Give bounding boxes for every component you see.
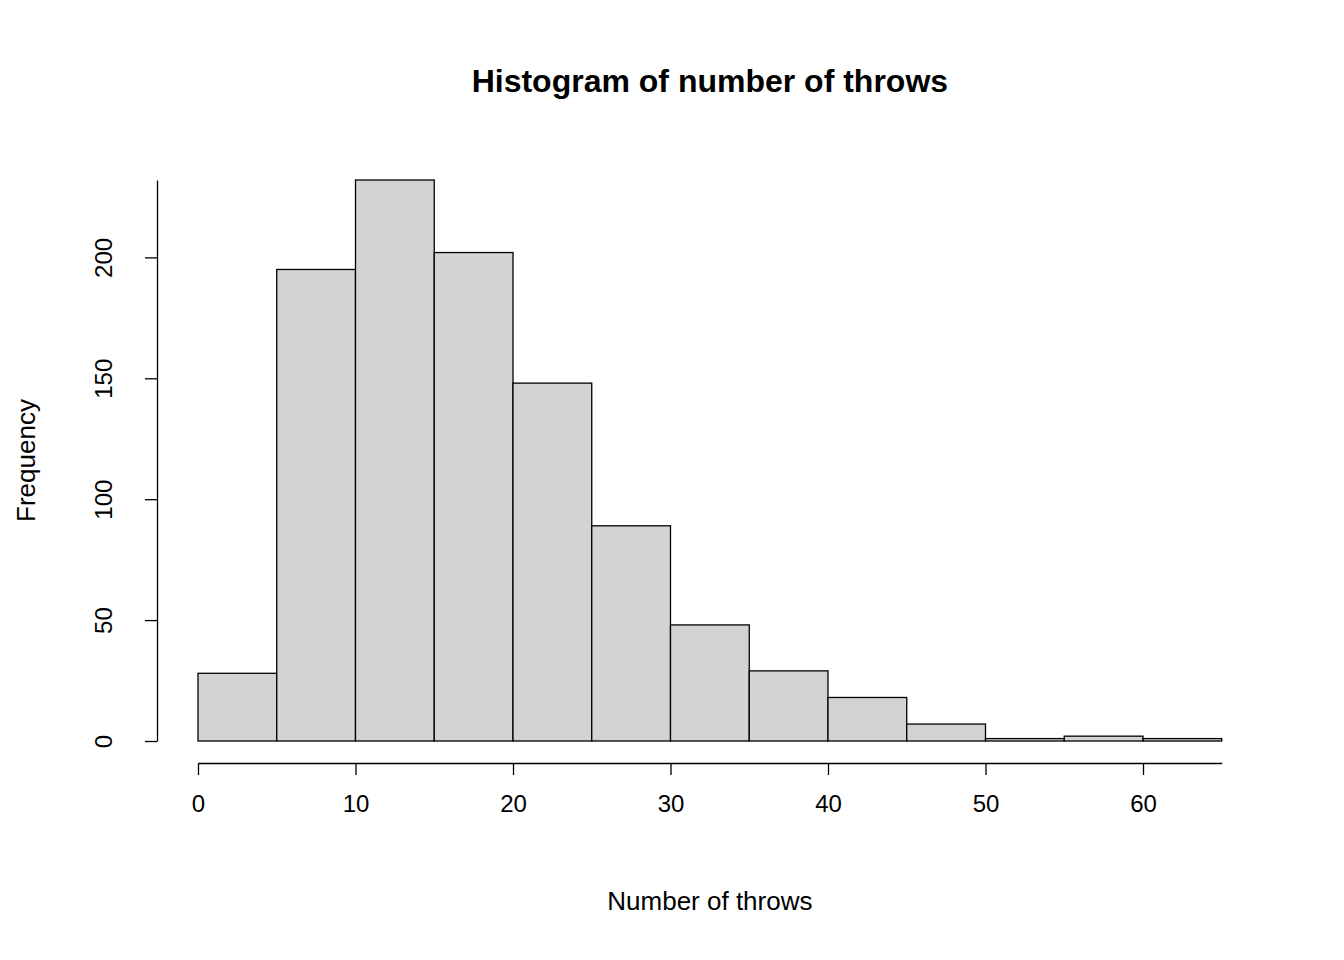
bars bbox=[198, 180, 1222, 741]
tick: 20 bbox=[500, 763, 527, 817]
tick-label: 20 bbox=[500, 790, 527, 817]
tick: 0 bbox=[192, 763, 205, 817]
y-axis: 0 50 100 150 200 bbox=[90, 181, 158, 749]
tick: 200 bbox=[90, 238, 157, 278]
tick-label: 150 bbox=[90, 359, 117, 399]
tick-mark bbox=[985, 763, 986, 775]
title: Histogram of number of throws bbox=[472, 63, 948, 99]
tick: 10 bbox=[343, 763, 370, 817]
tick: 30 bbox=[658, 763, 685, 817]
tick: 0 bbox=[90, 735, 157, 748]
axis-line bbox=[157, 181, 158, 742]
tick-label: 50 bbox=[90, 607, 117, 634]
tick: 150 bbox=[90, 359, 157, 399]
y-axis-title: Frequency bbox=[11, 399, 41, 522]
bar bbox=[434, 253, 513, 741]
bar bbox=[356, 180, 435, 741]
bar bbox=[513, 383, 592, 741]
tick-label: 0 bbox=[90, 735, 117, 748]
tick-label: 0 bbox=[192, 790, 205, 817]
bar bbox=[198, 673, 277, 741]
tick-mark bbox=[670, 763, 671, 775]
tick: 60 bbox=[1130, 763, 1157, 817]
tick-label: 100 bbox=[90, 480, 117, 520]
bar bbox=[907, 724, 986, 741]
tick-mark bbox=[355, 763, 356, 775]
tick-label: 40 bbox=[815, 790, 842, 817]
bar bbox=[671, 625, 750, 741]
tick-mark bbox=[145, 620, 157, 621]
bar bbox=[828, 697, 907, 741]
tick-label: 200 bbox=[90, 238, 117, 278]
tick: 40 bbox=[815, 763, 842, 817]
x-axis-title: Number of throws bbox=[607, 886, 812, 916]
bar bbox=[986, 739, 1065, 741]
tick-label: 30 bbox=[658, 790, 685, 817]
bar bbox=[749, 671, 828, 741]
bar bbox=[277, 269, 356, 741]
tick: 50 bbox=[973, 763, 1000, 817]
tick-mark bbox=[198, 763, 199, 775]
tick: 50 bbox=[90, 607, 157, 634]
axis-line bbox=[199, 763, 1223, 764]
tick-mark bbox=[145, 257, 157, 258]
x-axis: 0 10 20 30 40 50 60 bbox=[192, 763, 1222, 817]
tick-mark bbox=[1143, 763, 1144, 775]
tick-mark bbox=[828, 763, 829, 775]
bar bbox=[1143, 739, 1222, 741]
tick-label: 10 bbox=[343, 790, 370, 817]
tick-label: 60 bbox=[1130, 790, 1157, 817]
tick-mark bbox=[145, 378, 157, 379]
bar bbox=[592, 526, 671, 741]
chart: 0 10 20 30 40 50 60 0 50 100 150 200 Histogram of nu… bbox=[0, 0, 1344, 960]
tick-label: 50 bbox=[973, 790, 1000, 817]
tick-mark bbox=[145, 741, 157, 742]
bar bbox=[1064, 736, 1143, 741]
tick-mark bbox=[513, 763, 514, 775]
tick: 100 bbox=[90, 480, 157, 520]
tick-mark bbox=[145, 499, 157, 500]
